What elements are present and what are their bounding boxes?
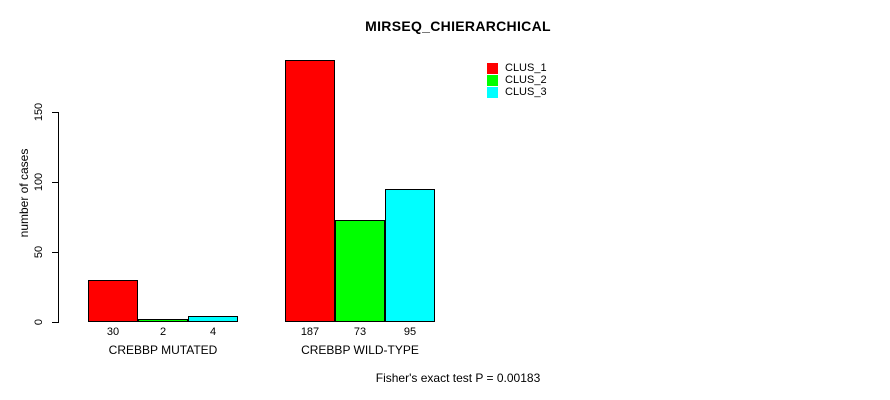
bar-clus_2-1 xyxy=(138,319,188,322)
bar-value-label: 187 xyxy=(300,326,320,338)
legend: CLUS_1 CLUS_2 CLUS_3 xyxy=(487,62,547,98)
y-tick-mark xyxy=(52,252,58,253)
y-tick-label-text: 150 xyxy=(33,102,45,122)
legend-swatch-icon xyxy=(487,74,498,86)
bar-clus_3-1 xyxy=(188,316,238,322)
y-tick-mark xyxy=(52,112,58,113)
bar-clus_3-2 xyxy=(385,189,435,322)
legend-label: CLUS_3 xyxy=(505,86,547,98)
legend-label: CLUS_1 xyxy=(505,62,547,74)
chart-title: MIRSEQ_CHIERARCHICAL xyxy=(365,18,551,34)
legend-row: CLUS_3 xyxy=(487,86,547,98)
category-label: CREBBP MUTATED xyxy=(108,343,218,357)
legend-label: CLUS_2 xyxy=(505,74,547,86)
bar-value-label: 30 xyxy=(106,326,120,338)
legend-row: CLUS_1 xyxy=(487,62,547,74)
bar-value-label: 2 xyxy=(159,326,167,338)
legend-row: CLUS_2 xyxy=(487,74,547,86)
legend-swatch-icon xyxy=(487,86,498,98)
y-tick-label-text: 0 xyxy=(33,318,45,326)
y-tick-mark xyxy=(52,322,58,323)
bar-clus_1-1 xyxy=(88,280,138,322)
footer-stat: Fisher's exact test P = 0.00183 xyxy=(375,371,541,385)
bar-clus_2-2 xyxy=(335,220,385,322)
y-tick-label-text: 50 xyxy=(33,245,45,259)
y-tick-label-text: 100 xyxy=(33,172,45,192)
y-tick-mark xyxy=(52,182,58,183)
bar-clus_1-2 xyxy=(285,60,335,322)
bar-value-label: 95 xyxy=(403,326,417,338)
y-axis-line xyxy=(58,112,59,323)
legend-swatch-icon xyxy=(487,62,498,74)
bar-value-label: 4 xyxy=(209,326,217,338)
y-axis-label-text: number of cases xyxy=(17,148,31,238)
category-label: CREBBP WILD-TYPE xyxy=(301,343,419,357)
bar-value-label: 73 xyxy=(353,326,367,338)
